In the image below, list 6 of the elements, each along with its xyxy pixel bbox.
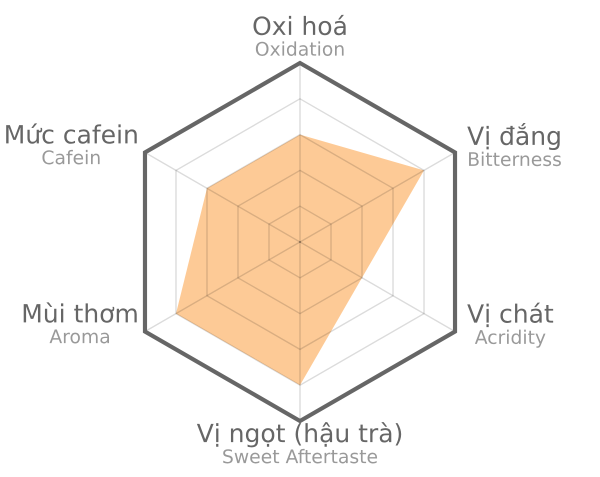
spoke-label: Mức cafein Cafein: [6, 123, 137, 164]
spoke-label: Vị ngọt (hậu trà) Sweet Aftertaste: [196, 422, 402, 464]
spoke-label: Mùi thơm Aroma: [24, 302, 137, 344]
spoke-label: Vị đắng Bitterness: [467, 122, 561, 166]
spoke-label: Oxi hoá Oxidation: [253, 14, 346, 56]
spoke-label: Vị chát Acridity: [467, 302, 554, 348]
